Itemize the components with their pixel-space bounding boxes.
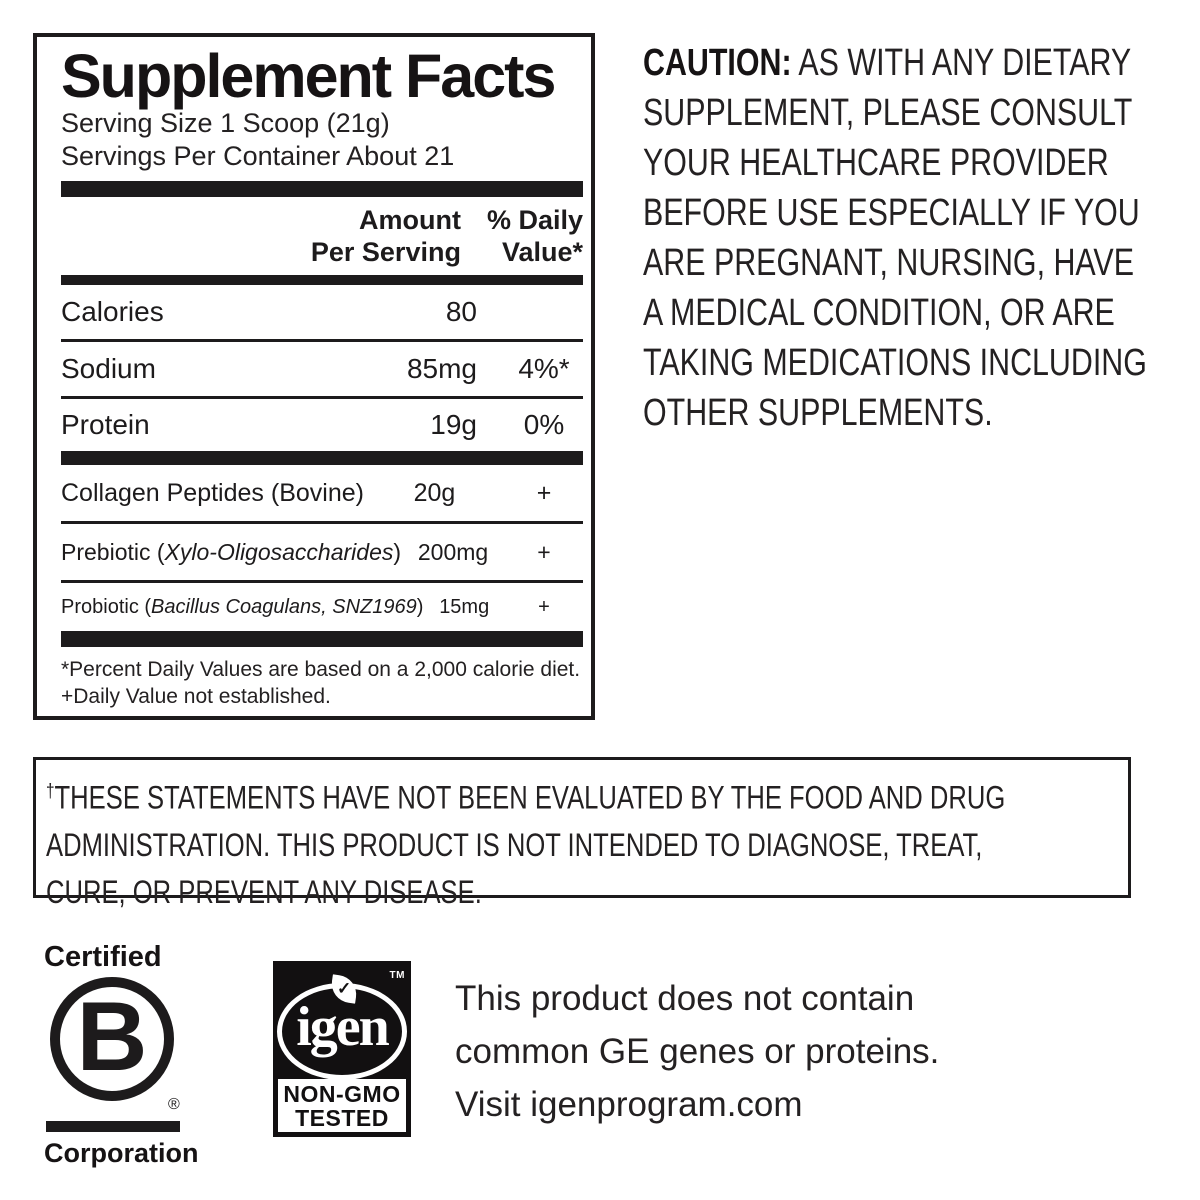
ingredient-daily-value: + — [536, 478, 552, 507]
column-header-daily-value: % Daily Value* — [486, 205, 583, 267]
caution-text: AS WITH ANY DIETARY SUPPLEMENT, PLEASE C… — [643, 42, 1147, 434]
ingredient-daily-value: + — [538, 595, 550, 618]
row-divider — [61, 339, 583, 342]
nongmo-line2: TESTED — [295, 1104, 389, 1131]
bcorp-letter-b: B — [76, 981, 148, 1091]
registered-trademark-icon: ® — [168, 1096, 180, 1113]
nutrient-name: Sodium — [61, 353, 156, 384]
nongmo-line1: NON-GMO — [283, 1080, 401, 1107]
footnote-not-established: +Daily Value not established. — [61, 685, 331, 708]
nutrient-row-sodium: Sodium 85mg 4%* — [61, 342, 583, 396]
supplement-facts-panel: Supplement Facts Serving Size 1 Scoop (2… — [33, 33, 595, 720]
nongmo-tested-banner: NON-GMO TESTED — [278, 1079, 406, 1132]
nutrient-daily-value: 0% — [523, 409, 565, 440]
ingredient-name: Collagen Peptides (Bovine) — [61, 478, 364, 507]
row-divider — [61, 396, 583, 399]
row-divider — [61, 521, 583, 524]
column-header-amount: Amount Per Serving — [310, 205, 461, 267]
nutrient-name: Calories — [61, 296, 164, 327]
bcorp-certified-text: Certified — [44, 941, 162, 973]
ingredient-name: Probiotic (Bacillus Coagulans, SNZ1969) — [61, 595, 424, 618]
bcorp-underline-bar — [46, 1121, 180, 1132]
ingredient-amount: 200mg — [417, 538, 489, 565]
ingredient-row-prebiotic: Prebiotic (Xylo-Oligosaccharides) 200mg … — [61, 524, 583, 580]
ingredient-row-probiotic: Probiotic (Bacillus Coagulans, SNZ1969) … — [61, 583, 583, 631]
nutrient-amount: 85mg — [406, 353, 477, 384]
igen-wordmark: igen — [296, 996, 390, 1058]
igen-nongmo-logo: TM igen ✓ NON-GMO TESTED — [273, 961, 411, 1137]
nutrient-amount: 19g — [430, 409, 477, 440]
footnote-daily-values: *Percent Daily Values are based on a 2,0… — [61, 658, 581, 681]
dagger-symbol: † — [46, 781, 55, 802]
nongmo-statement-text: This product does not contain common GE … — [455, 979, 940, 1124]
bcorp-corporation-text: Corporation — [44, 1138, 199, 1168]
divider-bar-bottom — [61, 631, 583, 647]
trademark-icon: TM — [389, 970, 405, 981]
caution-label: CAUTION: — [643, 42, 792, 84]
serving-size-text: Serving Size 1 Scoop (21g) — [61, 108, 390, 138]
fda-disclaimer-box: †THESE STATEMENTS HAVE NOT BEEN EVALUATE… — [33, 757, 1131, 910]
divider-bar-header — [61, 275, 583, 285]
nutrient-name: Protein — [61, 409, 150, 440]
divider-bar-middle — [61, 451, 583, 465]
facts-column-headers: Amount Per Serving % Daily Value* — [61, 197, 583, 275]
ingredient-name: Prebiotic (Xylo-Oligosaccharides) — [61, 538, 402, 565]
ingredient-amount: 15mg — [439, 595, 490, 618]
ingredient-daily-value: + — [537, 538, 551, 565]
nutrient-row-protein: Protein 19g 0% — [61, 399, 583, 451]
bcorp-circle-icon: B — [50, 977, 174, 1101]
row-divider — [61, 580, 583, 583]
nutrient-row-calories: Calories 80 — [61, 285, 583, 339]
ingredient-amount: 20g — [413, 478, 456, 507]
ingredient-row-collagen: Collagen Peptides (Bovine) 20g + — [61, 465, 583, 521]
divider-bar-top — [61, 181, 583, 197]
caution-section: CAUTION: AS WITH ANY DIETARY SUPPLEMENT,… — [643, 38, 1200, 438]
nutrient-amount: 80 — [445, 296, 477, 327]
servings-per-container-text: Servings Per Container About 21 — [61, 141, 455, 171]
nutrient-daily-value: 4%* — [518, 353, 570, 384]
fda-disclaimer-text: †THESE STATEMENTS HAVE NOT BEEN EVALUATE… — [46, 779, 1006, 910]
supplement-facts-title: Supplement Facts — [61, 42, 556, 110]
